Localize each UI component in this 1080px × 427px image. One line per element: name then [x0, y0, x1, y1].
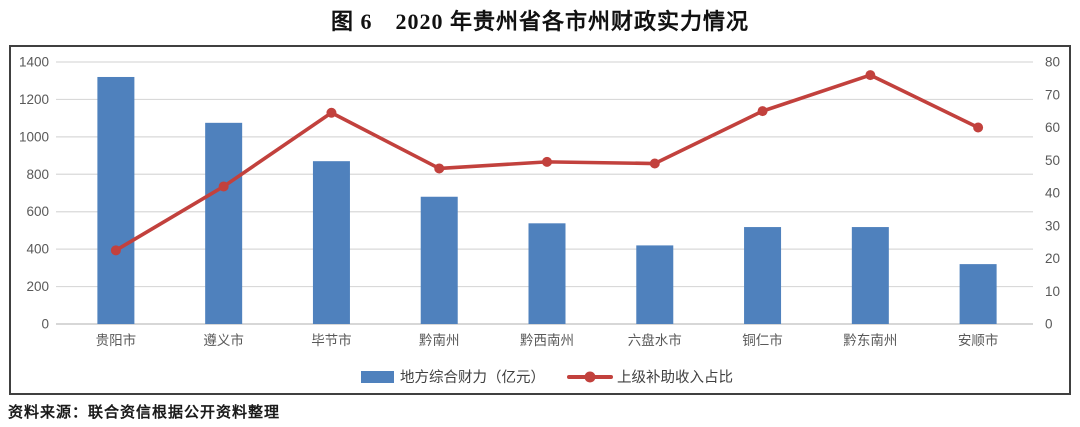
source-note: 资料来源：联合资信根据公开资料整理 [8, 405, 281, 421]
x-tick-label-贵阳市: 贵阳市 [96, 332, 137, 348]
x-tick-label-遵义市: 遵义市 [203, 332, 244, 348]
line-marker-黔东南州 [865, 70, 876, 81]
bar-毕节市 [312, 161, 350, 324]
y-right-tick-label: 20 [1045, 251, 1060, 266]
bar-贵阳市 [97, 76, 135, 324]
combo-chart: 0 200 400 600 800 1000 1200 1400 0 10 20 30 40 50 60 70… [19, 55, 1060, 387]
line-marker-贵阳市 [110, 245, 121, 256]
legend: 地方综合财力（亿元） 上级补助收入占比 [361, 369, 733, 386]
bar-黔南州 [420, 196, 458, 324]
right-axis-labels: 0 10 20 30 40 50 60 70 80 [1045, 55, 1060, 332]
y-left-tick-label: 0 [41, 317, 49, 332]
y-left-tick-label: 200 [26, 279, 49, 294]
x-tick-label-黔东南州: 黔东南州 [843, 333, 897, 348]
y-right-tick-label: 80 [1045, 55, 1060, 70]
x-tick-label-铜仁市: 铜仁市 [742, 332, 783, 348]
bar-黔东南州 [851, 227, 889, 324]
bar-六盘水市 [636, 245, 674, 324]
y-right-tick-label: 10 [1045, 284, 1060, 299]
x-tick-label-毕节市: 毕节市 [311, 332, 352, 348]
y-left-tick-label: 600 [26, 204, 49, 219]
bar-铜仁市 [744, 227, 782, 324]
y-right-tick-label: 60 [1045, 120, 1060, 135]
bar-黔西南州 [528, 223, 566, 324]
line-marker-遵义市 [218, 181, 229, 192]
y-left-tick-label: 1200 [19, 92, 49, 107]
x-tick-label-黔西南州: 黔西南州 [520, 333, 574, 348]
x-tick-label-黔南州: 黔南州 [419, 333, 460, 348]
y-left-tick-label: 1400 [19, 55, 49, 70]
y-right-tick-label: 40 [1045, 186, 1060, 201]
bar-安顺市 [959, 264, 997, 324]
y-right-tick-label: 70 [1045, 87, 1060, 102]
line-marker-六盘水市 [649, 158, 660, 169]
legend-line-label: 上级补助收入占比 [617, 369, 733, 386]
line-marker-铜仁市 [757, 106, 768, 117]
category-labels: 贵阳市 遵义市 毕节市 黔南州 黔西南州 六盘水市 铜仁市 黔东南州 安顺市 [96, 332, 999, 348]
legend-bar-label: 地方综合财力（亿元） [400, 369, 545, 386]
chart-title: 图 6 2020 年贵州省各市州财政实力情况 [330, 9, 749, 34]
bar-遵义市 [205, 122, 243, 324]
line-marker-安顺市 [973, 122, 984, 133]
x-tick-label-安顺市: 安顺市 [958, 332, 999, 348]
line-markers [110, 70, 984, 256]
y-left-tick-label: 400 [26, 242, 49, 257]
line-marker-黔西南州 [542, 156, 552, 167]
left-axis-labels: 0 200 400 600 800 1000 1200 1400 [19, 55, 49, 332]
chart-frame: 0 200 400 600 800 1000 1200 1400 0 10 20 30 40 50 60 70… [9, 45, 1071, 395]
legend-line-marker [584, 371, 596, 383]
y-left-tick-label: 1000 [19, 129, 49, 144]
y-right-tick-label: 30 [1045, 218, 1060, 233]
x-tick-label-六盘水市: 六盘水市 [628, 332, 682, 348]
line-marker-黔南州 [434, 163, 445, 174]
bar-series [97, 76, 997, 324]
legend-bar-swatch [361, 371, 394, 383]
y-right-tick-label: 50 [1045, 153, 1060, 168]
line-marker-毕节市 [326, 107, 337, 118]
y-right-tick-label: 0 [1045, 317, 1053, 332]
y-left-tick-label: 800 [26, 167, 49, 182]
